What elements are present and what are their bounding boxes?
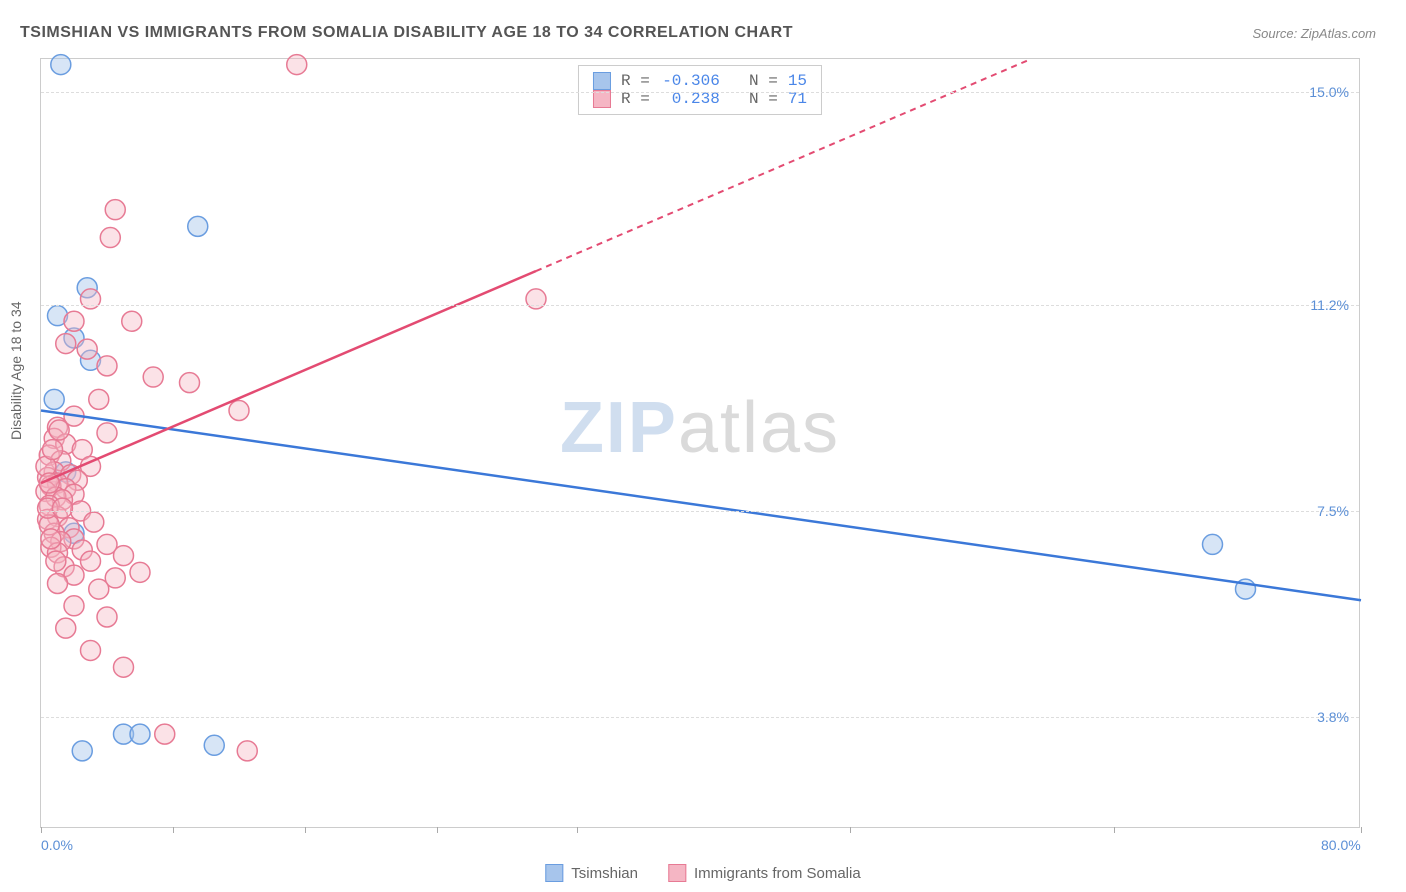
x-tick	[173, 827, 174, 833]
grid-line	[41, 717, 1359, 718]
data-point	[143, 367, 163, 387]
y-axis-label: Disability Age 18 to 34	[8, 301, 24, 440]
x-tick-label: 80.0%	[1321, 837, 1361, 853]
data-point	[1203, 534, 1223, 554]
legend-swatch	[593, 72, 611, 90]
data-point	[114, 657, 134, 677]
data-point	[48, 573, 68, 593]
regression-line	[41, 271, 536, 483]
y-tick-label: 7.5%	[1317, 503, 1349, 519]
data-point	[237, 741, 257, 761]
data-point	[41, 529, 61, 549]
data-point	[51, 55, 71, 75]
data-point	[180, 373, 200, 393]
x-tick-label: 0.0%	[41, 837, 73, 853]
source-attribution: Source: ZipAtlas.com	[1252, 26, 1376, 41]
data-point	[64, 596, 84, 616]
x-tick	[305, 827, 306, 833]
data-point	[526, 289, 546, 309]
data-point	[56, 618, 76, 638]
data-point	[89, 579, 109, 599]
data-point	[97, 607, 117, 627]
x-tick	[1114, 827, 1115, 833]
data-point	[64, 311, 84, 331]
data-point	[43, 440, 63, 460]
data-point	[114, 546, 134, 566]
series-legend: Tsimshian Immigrants from Somalia	[545, 864, 860, 882]
data-point	[130, 724, 150, 744]
grid-line	[41, 511, 1359, 512]
data-point	[77, 339, 97, 359]
chart-svg	[41, 59, 1359, 827]
data-point	[155, 724, 175, 744]
data-point	[81, 289, 101, 309]
x-tick	[850, 827, 851, 833]
data-point	[49, 420, 69, 440]
data-point	[46, 551, 66, 571]
data-point	[97, 423, 117, 443]
legend-label: Immigrants from Somalia	[694, 865, 861, 882]
legend-n-label: N =	[730, 72, 778, 90]
data-point	[81, 551, 101, 571]
data-point	[122, 311, 142, 331]
data-point	[72, 741, 92, 761]
data-point	[89, 389, 109, 409]
regression-line	[41, 411, 1361, 601]
legend-swatch	[545, 864, 563, 882]
data-point	[84, 512, 104, 532]
data-point	[56, 334, 76, 354]
legend-item: Tsimshian	[545, 864, 638, 882]
legend-label: Tsimshian	[571, 865, 638, 882]
y-tick-label: 15.0%	[1309, 84, 1349, 100]
data-point	[100, 228, 120, 248]
y-tick-label: 3.8%	[1317, 709, 1349, 725]
legend-row: R = -0.306 N = 15	[593, 72, 807, 90]
y-tick-label: 11.2%	[1310, 297, 1349, 313]
data-point	[44, 389, 64, 409]
legend-r-label: R =	[621, 72, 650, 90]
data-point	[287, 55, 307, 75]
x-tick	[437, 827, 438, 833]
data-point	[188, 216, 208, 236]
data-point	[130, 562, 150, 582]
data-point	[52, 498, 72, 518]
legend-n-value: 15	[788, 72, 807, 90]
correlation-legend: R = -0.306 N = 15R = 0.238 N = 71	[578, 65, 822, 115]
x-tick	[577, 827, 578, 833]
grid-line	[41, 92, 1359, 93]
data-point	[204, 735, 224, 755]
data-point	[105, 200, 125, 220]
data-point	[81, 640, 101, 660]
legend-swatch	[668, 864, 686, 882]
x-tick	[1361, 827, 1362, 833]
data-point	[229, 401, 249, 421]
legend-item: Immigrants from Somalia	[668, 864, 861, 882]
legend-r-value: -0.306	[660, 72, 720, 90]
chart-title: TSIMSHIAN VS IMMIGRANTS FROM SOMALIA DIS…	[20, 24, 793, 42]
x-tick	[41, 827, 42, 833]
data-point	[97, 356, 117, 376]
chart-plot-area: ZIPatlas R = -0.306 N = 15R = 0.238 N = …	[40, 58, 1360, 828]
grid-line	[41, 305, 1359, 306]
